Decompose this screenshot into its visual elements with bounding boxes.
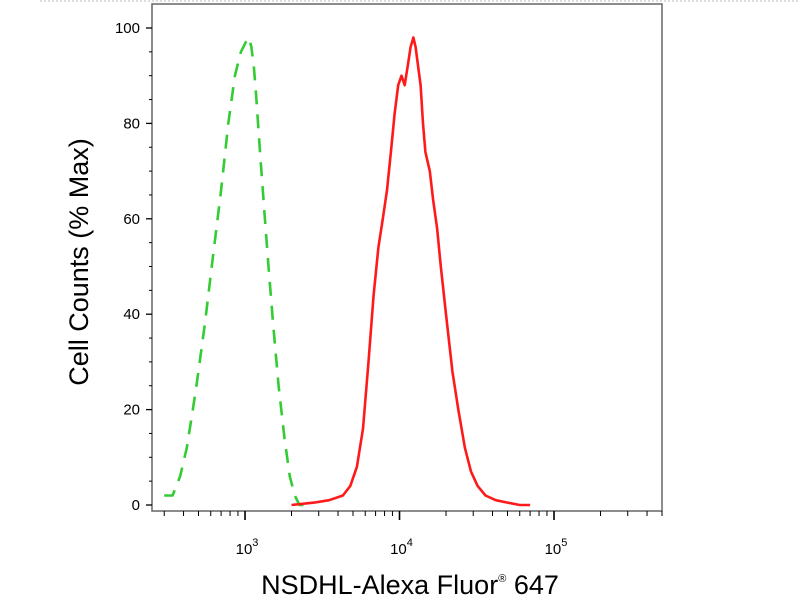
y-tick-labels: 0 20 40 60 80 100 xyxy=(115,20,140,514)
series-line-2 xyxy=(291,36,531,507)
x-tick-label: 105 xyxy=(545,537,568,558)
x-axis-title-suffix: 647 xyxy=(506,570,559,600)
y-tick-label: 100 xyxy=(115,20,140,37)
y-axis-title: Cell Counts (% Max) xyxy=(64,138,94,386)
y-tick-label: 0 xyxy=(132,497,140,514)
y-tick-label: 40 xyxy=(123,306,140,323)
plot-frame xyxy=(151,3,663,512)
series-layer xyxy=(164,36,531,507)
x-tick-label: 103 xyxy=(236,537,259,558)
y-tick-label: 20 xyxy=(123,402,140,419)
x-axis-title-superscript: ® xyxy=(498,573,506,585)
x-axis-title: NSDHL-Alexa Fluor® 647 xyxy=(261,570,559,600)
y-tick-label: 60 xyxy=(123,211,140,228)
x-tick-labels: 103 104 105 xyxy=(236,537,568,558)
y-tick-label: 80 xyxy=(123,115,140,132)
x-axis-title-main: NSDHL-Alexa Fluor xyxy=(261,570,498,600)
series-line-1 xyxy=(164,36,307,507)
axis-layer xyxy=(146,27,663,520)
x-tick-label: 104 xyxy=(390,537,413,558)
